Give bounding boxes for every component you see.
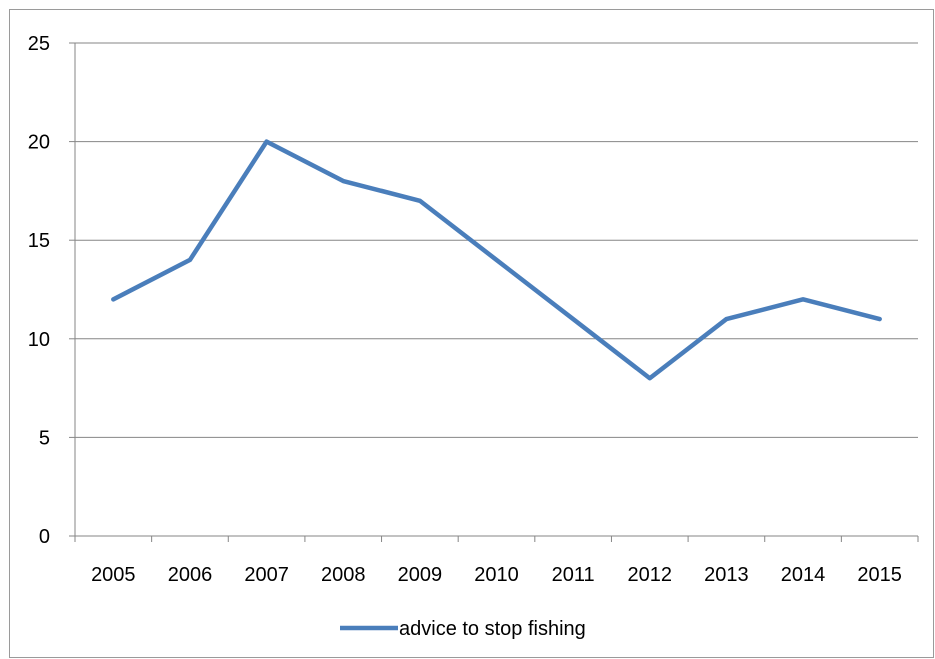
- x-tick-label: 2009: [398, 564, 443, 586]
- x-tick-label: 2008: [321, 564, 366, 586]
- x-tick-label: 2007: [244, 564, 289, 586]
- x-tick-label: 2013: [704, 564, 749, 586]
- x-tick-label: 2012: [628, 564, 673, 586]
- x-tick-label: 2014: [781, 564, 826, 586]
- series-layer: [111, 139, 882, 381]
- axes: [69, 42, 919, 542]
- legend-label: advice to stop fishing: [399, 618, 586, 640]
- x-tick-label: 2015: [857, 564, 902, 586]
- x-tick-label: 2005: [91, 564, 136, 586]
- chart-frame: [9, 9, 934, 658]
- y-tick-label: 25: [28, 33, 50, 55]
- gridlines: [75, 42, 918, 438]
- x-tick-label: 2006: [168, 564, 213, 586]
- x-tick-label: 2011: [552, 564, 595, 586]
- legend: advice to stop fishing: [340, 618, 586, 640]
- y-tick-labels: 0 5 10 15 20 25: [28, 33, 50, 548]
- x-tick-labels: 2005 2006 2007 2008 2009 2010 2011 2012 2013 2014…: [91, 564, 902, 586]
- y-tick-label: 15: [28, 230, 50, 252]
- y-tick-label: 10: [28, 329, 50, 351]
- y-tick-label: 5: [39, 427, 50, 449]
- y-tick-label: 20: [28, 132, 50, 154]
- x-tick-label: 2010: [474, 564, 519, 586]
- y-tick-label: 0: [39, 526, 50, 548]
